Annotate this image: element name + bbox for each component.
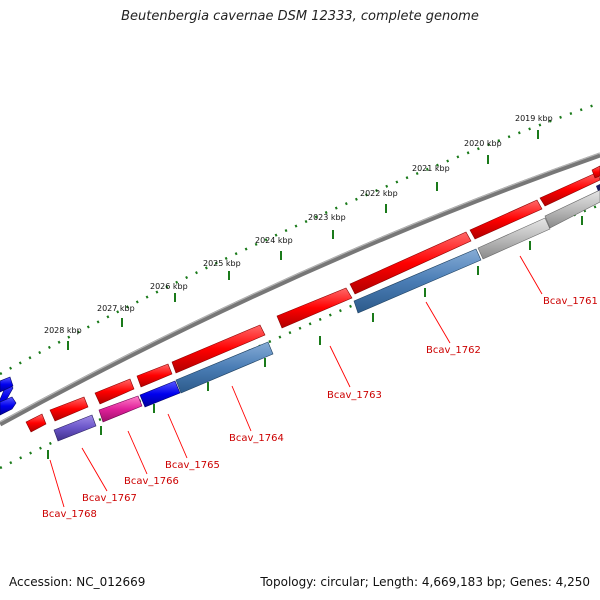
genome-backbone [0,152,600,427]
cds-arrow[interactable] [171,324,266,374]
cds-arrow[interactable] [94,378,135,405]
map-title: Beutenbergia cavernae DSM 12333, complet… [121,9,479,24]
genome-backbone-highlight [0,152,600,423]
inner-ruler [0,203,600,470]
kbp-label: 2028 kbp [44,326,82,335]
kbp-label: 2022 kbp [360,189,398,198]
gene-block-bcav-1764[interactable] [175,341,274,394]
kbp-label: 2024 kbp [255,236,293,245]
gene-label[interactable]: Bcav_1765 [165,460,220,471]
gene-label[interactable]: Bcav_1766 [124,476,179,487]
cds-arrow[interactable] [25,413,47,433]
topology-text: Topology: circular; Length: 4,669,183 bp… [260,575,590,589]
forward-strand [0,165,600,433]
cds-arrow[interactable] [469,199,543,240]
cds-arrow[interactable] [591,165,600,179]
accession-text: Accession: NC_012669 [9,575,146,589]
cds-arrow[interactable] [0,376,14,393]
inner-ruler-dots [0,203,600,470]
kbp-label: 2027 kbp [97,304,135,313]
gene-labels: Bcav_1768 Bcav_1767 Bcav_1766 Bcav_1765 Bcav… [42,296,598,520]
kbp-label: 2020 kbp [464,139,502,148]
gene-label[interactable]: Bcav_1762 [426,345,481,356]
gene-label[interactable]: Bcav_1763 [327,390,382,401]
gene-label[interactable]: Bcav_1767 [82,493,137,504]
kbp-label: 2023 kbp [308,213,346,222]
gene-block-bcav-1767[interactable] [98,395,143,423]
kbp-label: 2019 kbp [515,114,553,123]
kbp-label: 2025 kbp [203,259,241,268]
cds-arrow[interactable] [539,171,600,207]
gene-block-grey[interactable] [544,189,600,229]
cds-arrow[interactable] [0,396,17,416]
kbp-label: 2021 kbp [412,164,450,173]
cds-arrow[interactable] [136,363,173,388]
gene-label[interactable]: Bcav_1764 [229,433,284,444]
gene-leader-lines [49,255,543,508]
cds-arrow[interactable] [349,231,472,295]
gene-block-bcav-1761[interactable] [477,217,551,260]
gene-block-bcav-1766[interactable] [139,380,181,408]
cds-arrow[interactable] [276,287,353,329]
kbp-label: 2026 kbp [150,282,188,291]
gene-block-dark[interactable] [596,184,600,191]
cds-arrow[interactable] [49,396,89,422]
outer-ruler: 2028 kbp 2027 kbp 2026 kbp 2025 kbp 2024 kbp… [0,101,600,376]
gene-label[interactable]: Bcav_1768 [42,509,97,520]
gene-block-bcav-1768[interactable] [53,414,97,442]
reverse-strand [53,184,600,442]
gene-label[interactable]: Bcav_1761 [543,296,598,307]
gene-block-bcav-1762[interactable] [353,248,482,314]
